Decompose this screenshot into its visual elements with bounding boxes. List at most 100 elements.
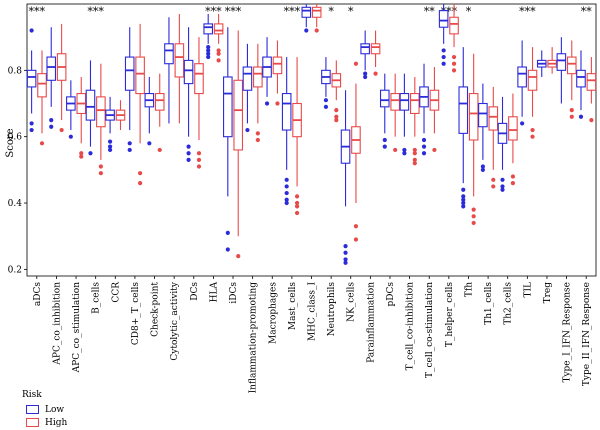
outlier-point <box>441 54 446 60</box>
outlier-point <box>412 151 417 156</box>
x-tick-label: Tfh <box>464 282 474 297</box>
outlier-point <box>294 194 300 199</box>
significance-marker: *** <box>29 5 46 18</box>
x-tick-label: HLA <box>209 282 219 303</box>
x-tick-label: Th1_cells <box>484 282 494 325</box>
outlier-point <box>510 174 516 179</box>
legend-item-low: Low <box>22 403 67 416</box>
x-tick-label: aDCs <box>33 282 43 306</box>
outlier-point <box>186 144 191 149</box>
outlier-point <box>461 200 466 206</box>
x-tick-label: Mast_cells <box>288 282 298 330</box>
box-high <box>135 56 145 95</box>
legend: Risk Low High <box>22 390 67 429</box>
legend-title: Risk <box>22 390 42 400</box>
outlier-point <box>206 45 211 50</box>
y-tick-label: 0.4 <box>8 199 23 209</box>
outlier-point <box>461 187 466 192</box>
outlier-point <box>323 98 329 103</box>
outlier-point <box>284 200 289 206</box>
outlier-point <box>510 181 516 186</box>
outlier-point <box>138 171 143 176</box>
box-low <box>183 59 194 85</box>
outlier-point <box>225 230 230 235</box>
outlier-point <box>530 134 535 139</box>
box-high <box>96 96 106 128</box>
box-high <box>566 56 577 75</box>
outlier-point <box>343 250 348 255</box>
outlier-point <box>314 28 319 33</box>
significance-marker: * <box>348 5 354 18</box>
outlier-point <box>29 28 34 33</box>
x-tick-label: APC_co_inhibition <box>52 282 62 366</box>
outlier-point <box>441 61 446 66</box>
outlier-point <box>569 114 574 119</box>
outlier-point <box>343 257 348 262</box>
outlier-point <box>275 101 280 106</box>
outlier-point <box>471 220 476 226</box>
box-high <box>527 69 538 91</box>
outlier-point <box>68 134 73 139</box>
legend-swatch-high <box>26 418 39 427</box>
outlier-point <box>147 141 152 146</box>
outlier-point <box>294 200 300 206</box>
box-high <box>154 93 165 111</box>
outlier-point <box>236 253 241 259</box>
outlier-point <box>294 210 300 216</box>
box-low <box>124 56 135 91</box>
box-high <box>253 66 263 88</box>
outlier-point <box>157 147 162 153</box>
box-low <box>85 89 96 121</box>
outlier-point <box>334 108 339 113</box>
outlier-point <box>206 51 211 56</box>
outlier-point <box>441 48 446 53</box>
x-tick-label: Th2_cells <box>504 282 514 325</box>
box-high <box>488 106 499 131</box>
outlier-point <box>255 137 260 143</box>
outlier-point <box>500 177 505 182</box>
box-low <box>223 76 233 138</box>
outlier-point <box>186 151 191 156</box>
outlier-point <box>402 151 407 156</box>
outlier-point <box>589 117 594 123</box>
outlier-point <box>382 144 387 149</box>
box-high <box>213 23 224 35</box>
x-tick-label: TIL <box>523 282 533 298</box>
outlier-point <box>255 131 260 136</box>
box-high <box>311 6 322 18</box>
outlier-point <box>500 184 505 189</box>
x-tick-label: pDCs <box>386 282 396 307</box>
outlier-point <box>138 181 143 186</box>
x-tick-label: Type_I_IFN_Response <box>563 282 573 383</box>
outlier-point <box>206 54 211 60</box>
box-high <box>233 79 244 151</box>
outlier-point <box>29 127 34 133</box>
outlier-point <box>264 101 270 106</box>
box-high <box>468 93 479 141</box>
outlier-point <box>461 194 466 199</box>
outlier-point <box>412 161 417 166</box>
outlier-point <box>578 114 584 119</box>
outlier-point <box>334 117 339 123</box>
x-tick-label: Neutrophils <box>327 282 337 337</box>
outlier-point <box>451 61 457 66</box>
outlier-point <box>294 204 300 209</box>
y-tick-label: 0.2 <box>8 265 22 275</box>
outlier-point <box>196 151 202 156</box>
significance-marker: ** <box>581 5 593 18</box>
box-high <box>272 56 283 75</box>
outlier-point <box>402 147 407 153</box>
box-low <box>281 93 292 131</box>
outlier-point <box>284 197 289 202</box>
x-tick-label: Cytolytic_activity <box>170 281 180 360</box>
outlier-point <box>530 127 535 133</box>
box-high <box>174 43 185 78</box>
legend-item-high: High <box>22 416 67 429</box>
outlier-point <box>216 58 221 63</box>
box-high <box>194 63 204 95</box>
box-low <box>576 69 586 88</box>
outlier-point <box>421 137 427 143</box>
outlier-point <box>373 71 378 76</box>
x-tick-label: iDCs <box>229 282 239 304</box>
outlier-point <box>107 144 113 149</box>
